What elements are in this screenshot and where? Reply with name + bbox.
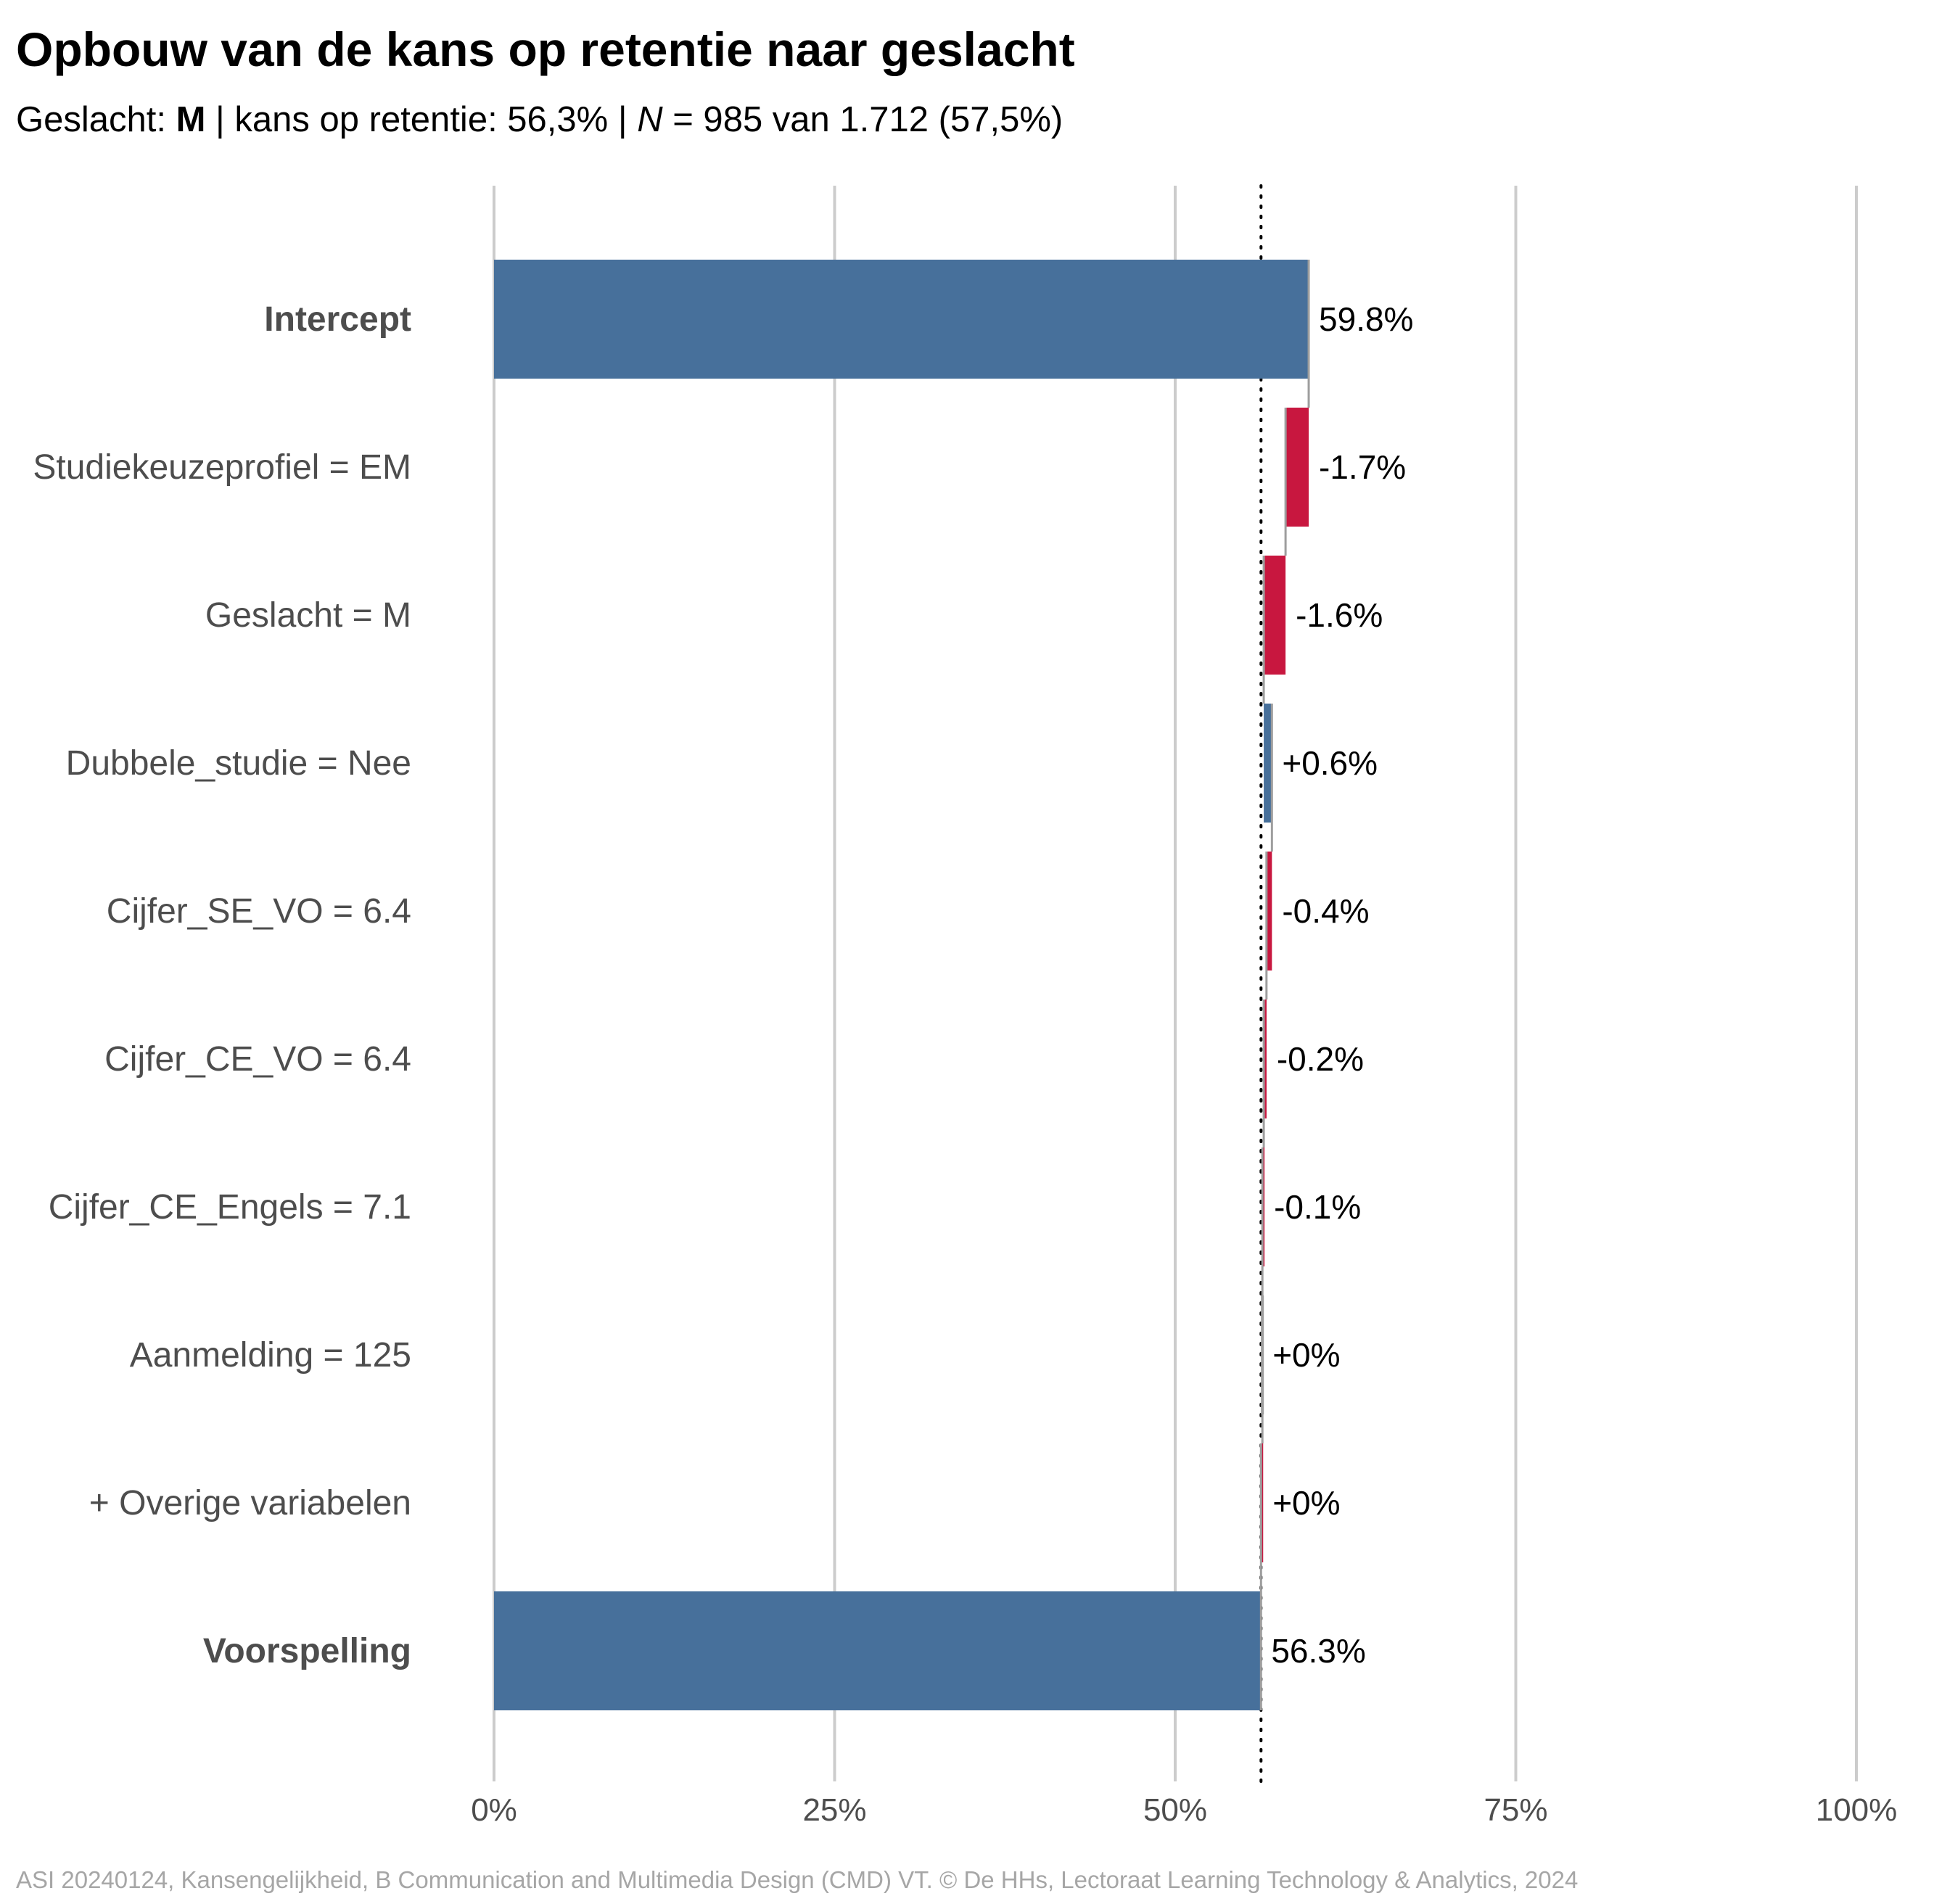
category-label: Voorspelling (203, 1632, 411, 1670)
category-labels: Intercept Studiekeuzeprofiel = EM Geslacht… (33, 300, 411, 1670)
category-label: Dubbele_studie = Nee (66, 744, 411, 783)
category-label: Aanmelding = 125 (130, 1336, 411, 1375)
value-label: -1.7% (1319, 448, 1406, 486)
value-label: +0.6% (1282, 744, 1378, 782)
chart-subtitle: Geslacht: M | kans op retentie: 56,3% | … (16, 99, 1063, 140)
category-label: Intercept (264, 300, 411, 339)
value-label: -0.4% (1282, 892, 1369, 930)
value-label: -0.1% (1274, 1188, 1361, 1226)
bar (494, 260, 1309, 379)
category-label: Cijfer_CE_VO = 6.4 (104, 1040, 411, 1079)
bar (1263, 1000, 1267, 1118)
value-labels: 59.8% -1.7% -1.6% +0.6% -0.4% -0.2% -0.1% +0% +0… (1271, 300, 1413, 1670)
gridlines (493, 186, 1858, 1781)
bar (1266, 852, 1272, 970)
category-label: Studiekeuzeprofiel = EM (33, 448, 411, 487)
bar (1264, 704, 1272, 823)
category-label: + Overige variabelen (89, 1484, 411, 1522)
subtitle-n-symbol: N (637, 100, 663, 139)
category-label: Cijfer_CE_Engels = 7.1 (49, 1188, 411, 1227)
x-tick-label: 25% (802, 1792, 866, 1828)
subtitle-sep1: | kans op retentie: (205, 100, 508, 139)
bars (494, 260, 1310, 1710)
bar (1264, 556, 1286, 675)
bar (1285, 408, 1309, 527)
category-label: Cijfer_SE_VO = 6.4 (107, 892, 411, 931)
value-label: -1.6% (1296, 596, 1383, 634)
subtitle-prefix: Geslacht: (16, 100, 176, 139)
bar (494, 1591, 1262, 1710)
subtitle-n-text: = 985 van 1.712 (57,5%) (662, 100, 1063, 139)
x-tick-label: 100% (1816, 1792, 1898, 1828)
value-label: -0.2% (1277, 1040, 1364, 1078)
x-tick-label: 75% (1484, 1792, 1547, 1828)
chart-caption: ASI 20240124, Kansengelijkheid, B Commun… (16, 1866, 1579, 1893)
x-tick-label: 0% (471, 1792, 517, 1828)
x-axis-ticks: 0% 25% 50% 75% 100% (471, 1792, 1897, 1828)
value-label: +0% (1272, 1484, 1340, 1522)
subtitle-group: M (176, 100, 206, 139)
category-label: Geslacht = M (205, 596, 411, 635)
value-label: 59.8% (1319, 300, 1413, 338)
chart-title: Opbouw van de kans op retentie naar gesl… (16, 22, 1075, 76)
value-label: 56.3% (1271, 1632, 1365, 1670)
subtitle-probability: 56,3% (507, 100, 609, 139)
subtitle-sep2: | (608, 100, 638, 139)
x-tick-label: 50% (1143, 1792, 1207, 1828)
value-label: +0% (1272, 1336, 1340, 1374)
